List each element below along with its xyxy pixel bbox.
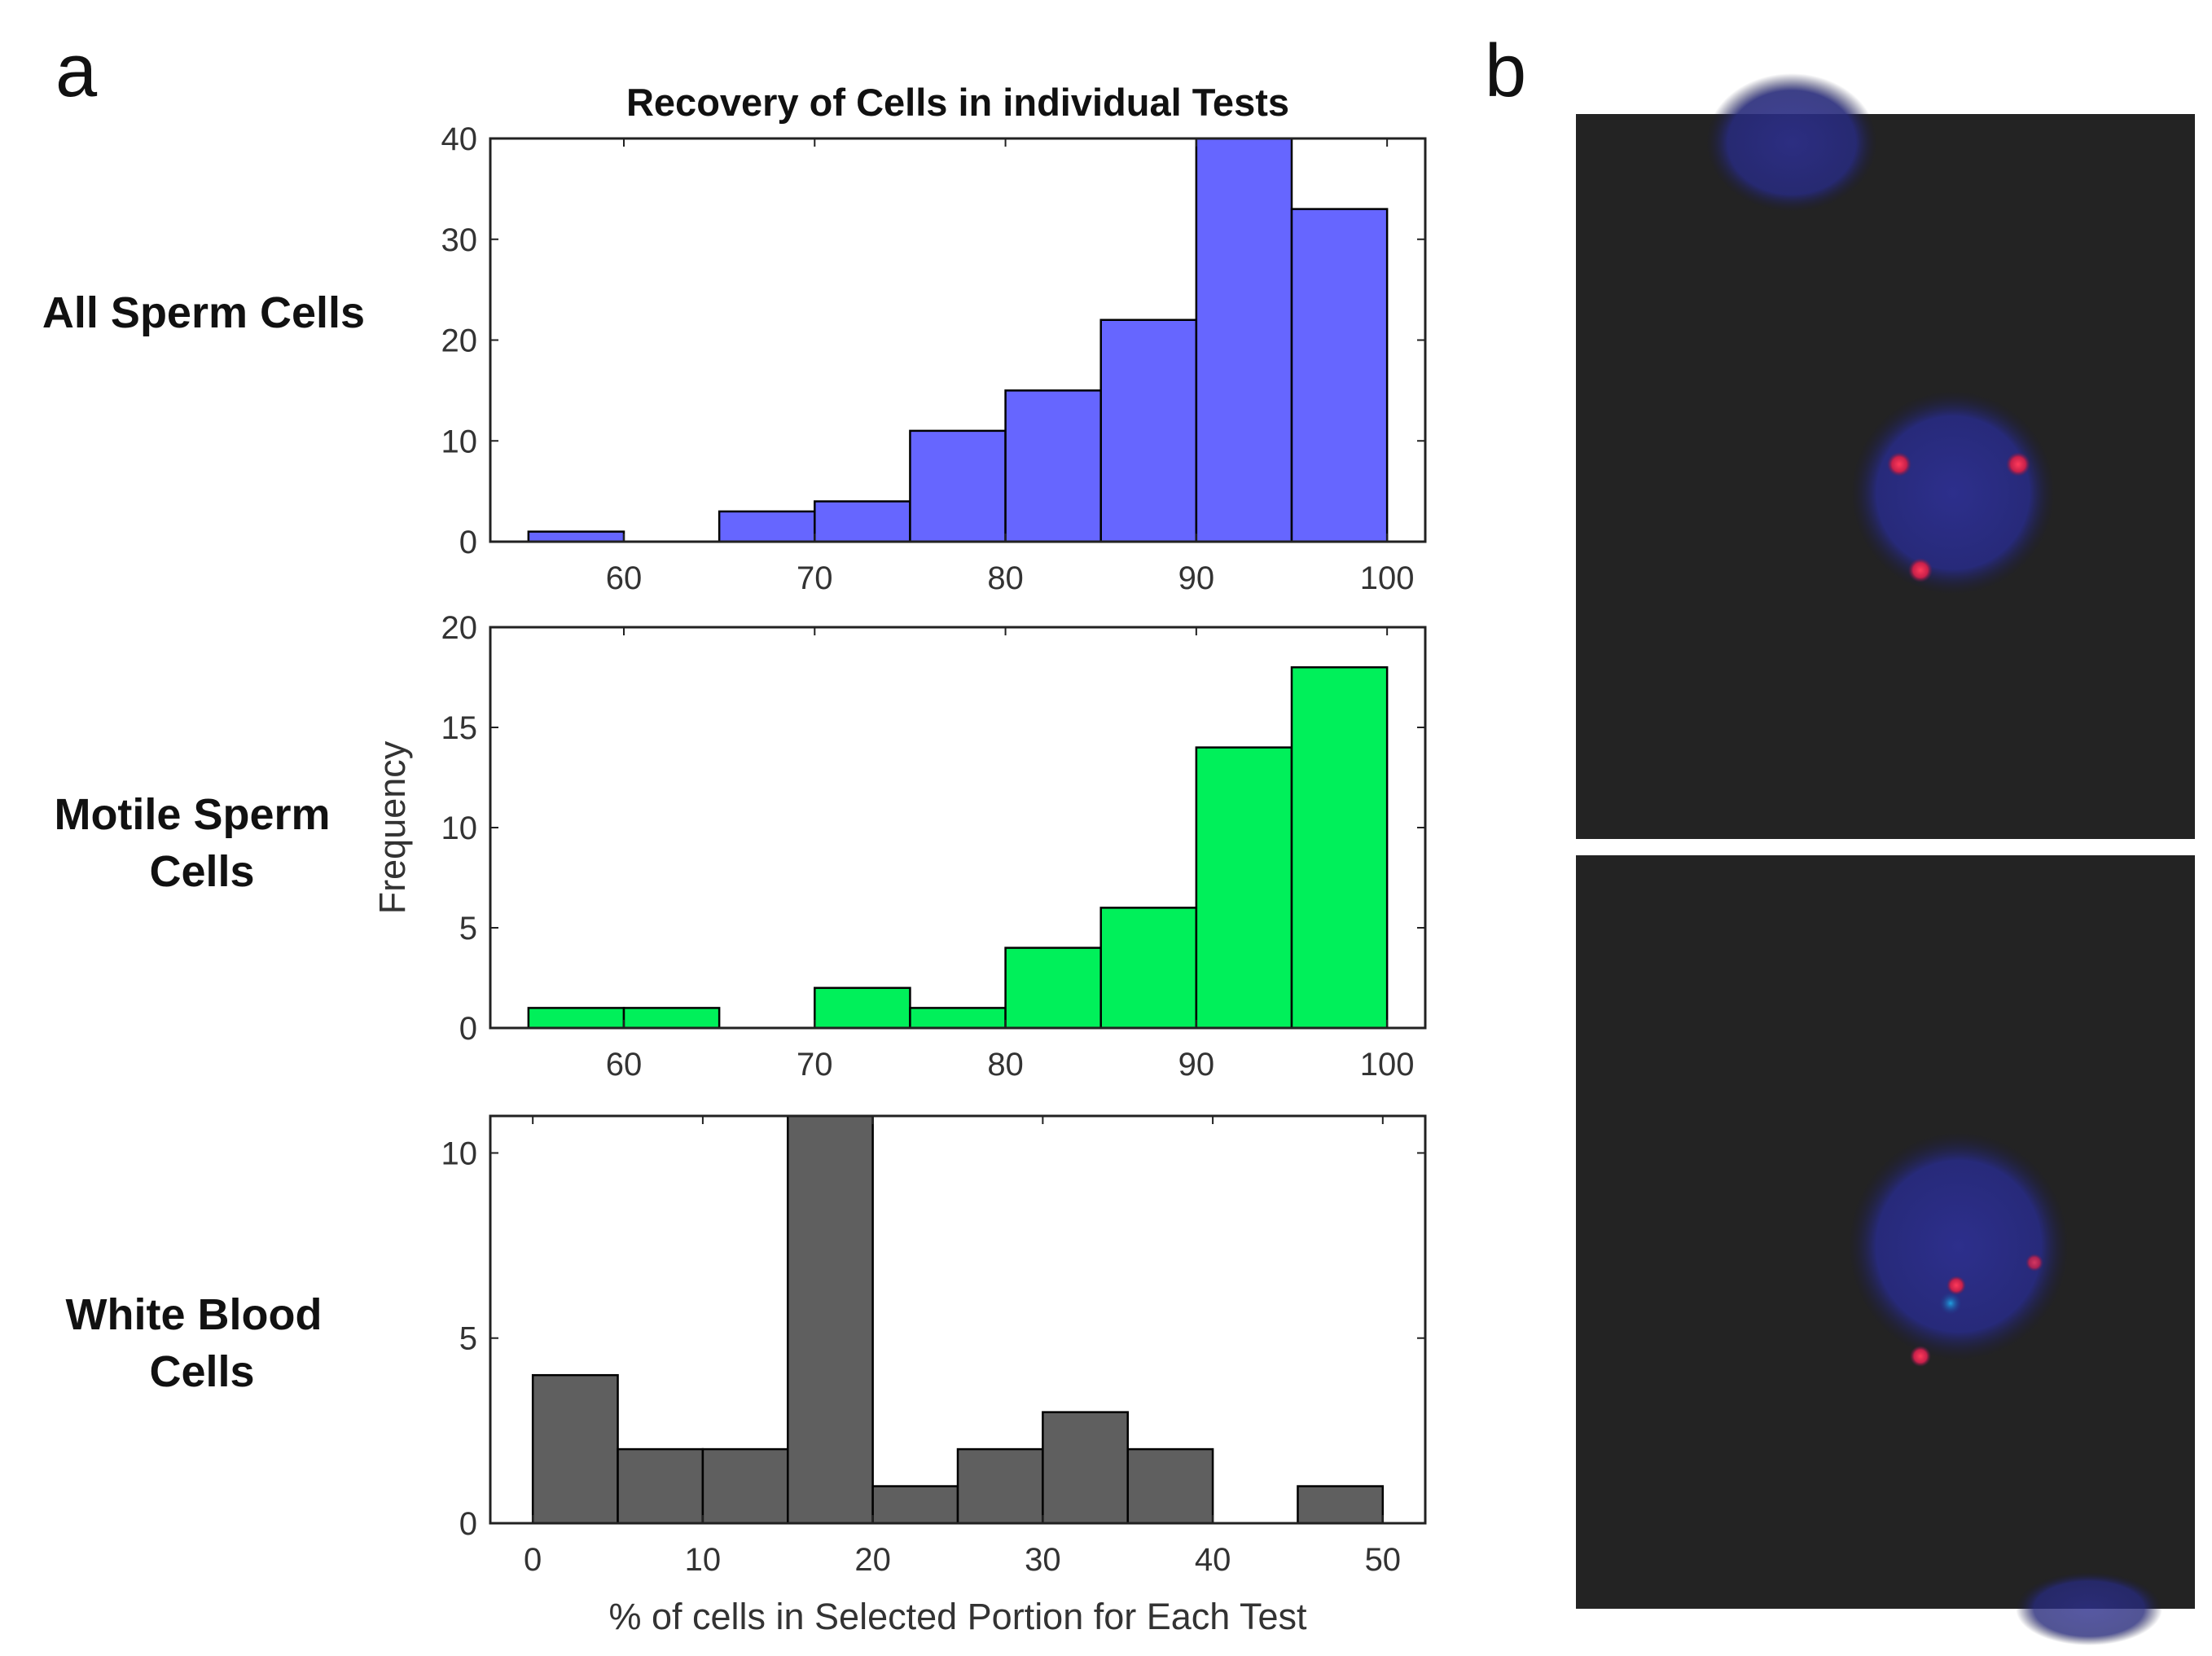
- histogram-bar: [871, 1485, 959, 1525]
- y-tick-label: 10: [441, 424, 478, 459]
- x-tick-label: 0: [524, 1542, 542, 1578]
- y-tick-label: 20: [441, 323, 478, 359]
- chart-title: Recovery of Cells in individual Tests: [626, 81, 1289, 124]
- histogram-bar: [787, 1114, 874, 1525]
- histogram-bar: [622, 1007, 721, 1030]
- fish-signal-red: [1887, 452, 1911, 477]
- histogram-bar: [814, 500, 911, 543]
- row-label-motile-line1: Motile Sperm: [54, 790, 330, 839]
- histogram-bar: [909, 429, 1007, 543]
- y-tick-label: 0: [459, 1506, 477, 1542]
- x-tick-label: 90: [1178, 560, 1215, 596]
- fish-signal-red: [1908, 558, 1933, 582]
- y-tick-label: 15: [441, 710, 478, 746]
- histogram-bar: [1290, 208, 1389, 543]
- histogram-bar: [956, 1447, 1044, 1525]
- histogram-bar: [701, 1447, 789, 1525]
- histogram-bar: [1290, 665, 1389, 1030]
- histogram-bar: [1195, 137, 1293, 543]
- x-tick-label: 60: [606, 1047, 643, 1083]
- fish-signal-red: [2006, 452, 2030, 477]
- histogram-bar: [1042, 1411, 1129, 1525]
- x-tick-label: 50: [1365, 1542, 1402, 1578]
- panel-label-a: a: [55, 29, 98, 112]
- histogram-bar: [617, 1447, 704, 1525]
- histogram-bar: [527, 530, 625, 543]
- histogram-bar: [814, 986, 911, 1030]
- fish-signal-red: [2025, 1254, 2043, 1272]
- y-tick-label: 30: [441, 222, 478, 258]
- x-tick-label: 70: [797, 560, 833, 596]
- histogram-bar: [1195, 746, 1293, 1030]
- row-label-wbc-line1: White Blood: [66, 1290, 323, 1339]
- micrograph-bottom: [1576, 855, 2195, 1645]
- histogram-bar: [909, 1007, 1007, 1030]
- fish-signal-red: [1946, 1276, 1966, 1295]
- y-axis-label: Frequency: [371, 740, 413, 914]
- x-tick-label: 20: [854, 1542, 891, 1578]
- histogram-bar: [527, 1007, 625, 1030]
- histogram-bar: [1099, 907, 1198, 1030]
- x-tick-label: 70: [797, 1047, 833, 1083]
- y-tick-label: 40: [441, 121, 478, 157]
- nucleus-center: [1851, 391, 2055, 595]
- micrograph-top: [1576, 73, 2195, 839]
- x-tick-label: 30: [1025, 1542, 1061, 1578]
- histogram-bar: [1004, 389, 1102, 543]
- histogram-bar: [718, 510, 816, 543]
- y-tick-label: 10: [441, 1135, 478, 1171]
- y-tick-label: 0: [459, 525, 477, 560]
- x-tick-label: 80: [987, 1047, 1024, 1083]
- nucleus-center: [1849, 1132, 2069, 1360]
- y-tick-label: 10: [441, 810, 478, 846]
- nucleus-partial-bottom: [2016, 1572, 2162, 1645]
- histogram-bar: [531, 1373, 619, 1525]
- x-tick-label: 90: [1178, 1047, 1215, 1083]
- y-tick-label: 0: [459, 1011, 477, 1047]
- histogram-bar: [1004, 947, 1102, 1030]
- histogram-bar: [1126, 1447, 1214, 1525]
- x-axis-label: % of cells in Selected Portion for Each …: [608, 1596, 1307, 1637]
- histogram-motile-sperm: 60 70 80 90 100 0 5 10 15 20 Frequency: [371, 610, 1427, 1083]
- x-tick-label: 100: [1360, 1047, 1415, 1083]
- x-tick-label: 100: [1360, 560, 1415, 596]
- histogram-bar: [1099, 318, 1198, 543]
- x-tick-label: 60: [606, 560, 643, 596]
- y-tick-label: 20: [441, 610, 478, 646]
- panel-label-b: b: [1485, 29, 1526, 112]
- x-tick-label: 40: [1195, 1542, 1231, 1578]
- histogram-white-blood-cells: 0 10 20 30 40 50 0 5 10 % of cells in Selected Po…: [441, 1114, 1427, 1637]
- row-label-motile-line2: Cells: [149, 847, 254, 896]
- fish-signal-red: [1910, 1346, 1931, 1367]
- row-label-all-sperm: All Sperm Cells: [42, 288, 365, 337]
- row-label-wbc-line2: Cells: [149, 1347, 254, 1396]
- y-tick-label: 5: [459, 911, 477, 947]
- nucleus-partial-top: [1706, 73, 1877, 212]
- y-tick-label: 5: [459, 1321, 477, 1357]
- axes-border: [489, 1114, 1427, 1525]
- histogram-all-sperm: 60 70 80 90 100 0 10 20 30 40 Recovery of Cells in…: [441, 81, 1427, 596]
- x-tick-label: 80: [987, 560, 1024, 596]
- histogram-bar: [1297, 1485, 1385, 1525]
- fish-signal-cyan: [1939, 1292, 1962, 1315]
- x-tick-label: 10: [685, 1542, 722, 1578]
